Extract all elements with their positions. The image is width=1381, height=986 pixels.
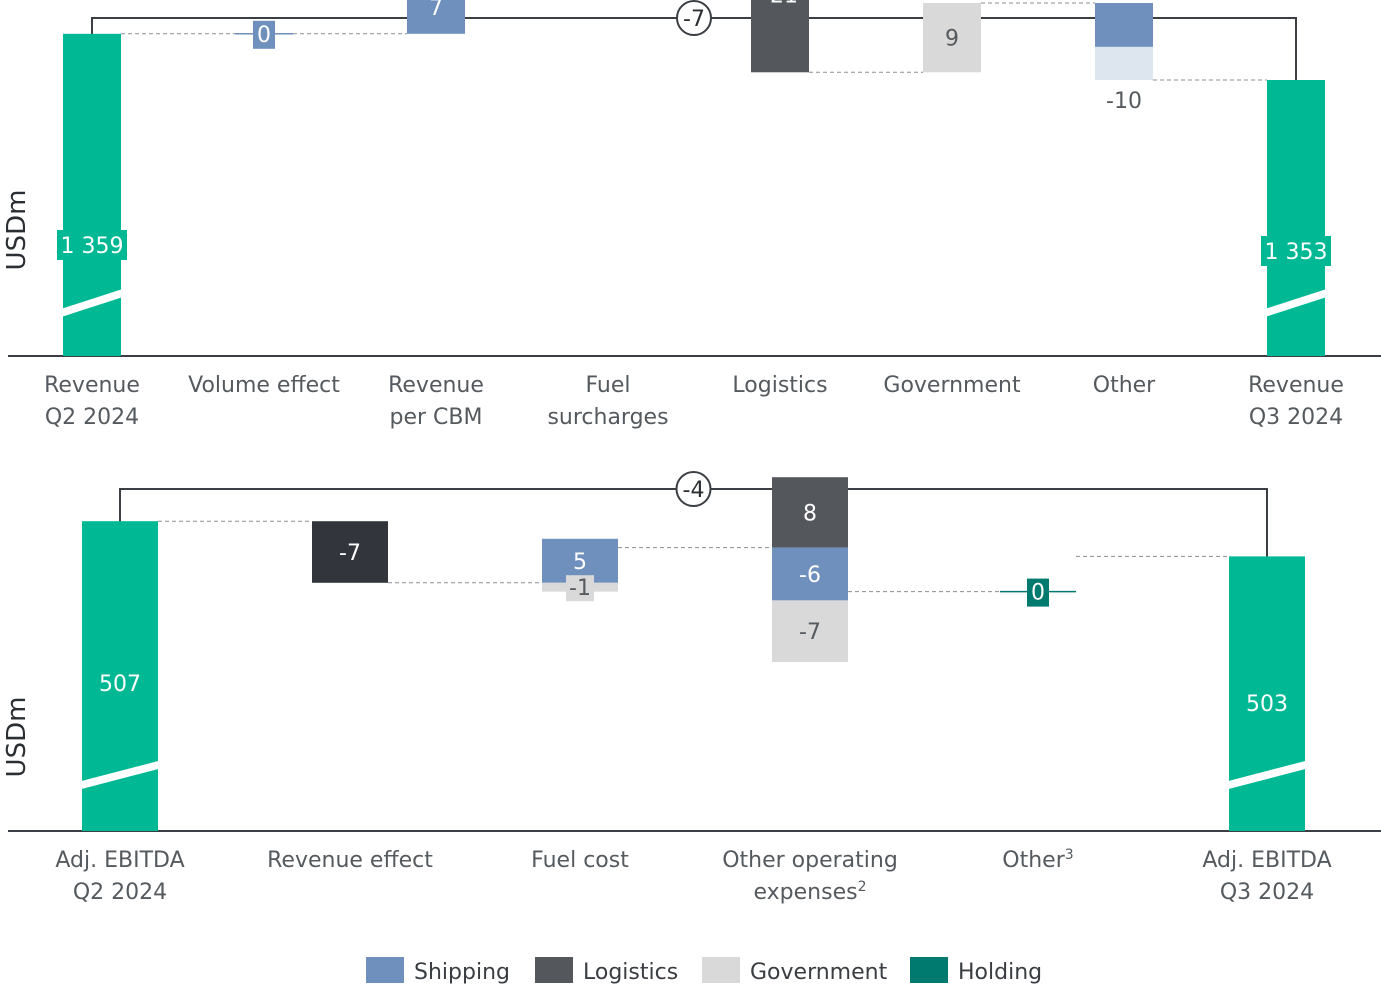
legend-swatch [910, 957, 948, 983]
segment-label: -1 [569, 576, 591, 601]
axis-break-line [1258, 287, 1334, 313]
category-superscript: 2 [858, 879, 867, 895]
category-label: per CBM [390, 405, 483, 430]
axis-break [1259, 288, 1333, 319]
category-label: Adj. EBITDA [1202, 848, 1331, 873]
zero-label-bg [253, 20, 275, 49]
segment-label: -6 [799, 563, 821, 588]
category-label: Revenue [44, 373, 140, 398]
total-label: 507 [99, 672, 141, 697]
category-label: Other operating [722, 848, 898, 873]
axis-break-line [1220, 759, 1314, 785]
delta-badge [675, 471, 712, 507]
total-label: 503 [1246, 692, 1288, 717]
bar-segment-logistics [772, 477, 848, 548]
category-label: Other3 [1002, 847, 1073, 873]
total-label-bg [1261, 236, 1331, 266]
legend: Shipping Logistics Government Holding [366, 957, 1042, 985]
legend-swatch [535, 957, 573, 983]
delta-label: -4 [683, 478, 705, 503]
segment-label: 5 [573, 550, 587, 575]
bar-label: 9 [945, 27, 959, 52]
bar-logistics [312, 521, 388, 583]
y-axis-label: USDm [2, 190, 32, 271]
segment-label: -7 [799, 620, 821, 645]
delta-label: -7 [683, 7, 705, 32]
bar-label: -21 [762, 0, 798, 9]
bar-segment-shipping [1095, 3, 1153, 47]
bar-shipping [407, 0, 465, 34]
bar-segment-government [772, 600, 848, 662]
category-label: Q2 2024 [73, 880, 167, 905]
y-axis-label: USDm [2, 697, 32, 778]
axis-break-line [54, 287, 130, 313]
category-label: Revenue effect [267, 848, 433, 873]
legend-swatch [366, 957, 404, 983]
legend-label: Shipping [414, 960, 510, 985]
category-label: Logistics [732, 373, 827, 398]
total-label: 1 353 [1265, 240, 1328, 265]
category-label: expenses2 [754, 879, 867, 905]
legend-label: Holding [958, 960, 1042, 985]
category-label: Fuel [585, 373, 630, 398]
bar-segment-shipping [772, 547, 848, 601]
category-superscript: 3 [1065, 847, 1074, 863]
category-label: Revenue [1248, 373, 1344, 398]
legend-label: Logistics [583, 960, 678, 985]
category-label: Government [883, 373, 1021, 398]
zero-label-bg [1027, 578, 1049, 607]
segment-label: 8 [803, 501, 817, 526]
bar-label: 0 [1031, 581, 1045, 606]
axis-break-line [73, 759, 167, 785]
axis-break [1221, 760, 1313, 791]
total-bar [1267, 80, 1325, 356]
legend-label: Government [750, 960, 888, 985]
bar-label: -10 [1106, 89, 1142, 114]
legend-swatch [702, 957, 740, 983]
category-label: Revenue [388, 373, 484, 398]
bar-label: 7 [429, 0, 443, 21]
bar-government [923, 3, 981, 73]
category-label: Volume effect [188, 373, 340, 398]
bar-label: 0 [257, 23, 271, 48]
category-label: Q3 2024 [1249, 405, 1343, 430]
revenue-waterfall-chart: USDm -7 1 359 Revenue Q2 2024 0 Volume effect 7… [2, 0, 1381, 430]
category-label: Other [1093, 373, 1156, 398]
bar-label: -7 [339, 541, 361, 566]
axis-break [55, 288, 129, 319]
category-label: surcharges [547, 405, 668, 430]
category-label: Fuel cost [531, 848, 629, 873]
category-label: Q3 2024 [1220, 880, 1314, 905]
delta-badge [676, 0, 712, 36]
bar-logistics [751, 0, 809, 73]
category-label: Q2 2024 [45, 405, 139, 430]
category-label: Adj. EBITDA [55, 848, 184, 873]
segment-label-bg [566, 575, 594, 602]
ebitda-waterfall-chart: USDm -4 507 Adj. EBITDA Q2 2024 -7 Revenue eff… [2, 471, 1381, 905]
axis-break [74, 760, 166, 791]
total-label: 1 359 [61, 234, 124, 259]
total-label-bg [57, 230, 127, 260]
bar-segment-shipping-light [1095, 46, 1153, 80]
